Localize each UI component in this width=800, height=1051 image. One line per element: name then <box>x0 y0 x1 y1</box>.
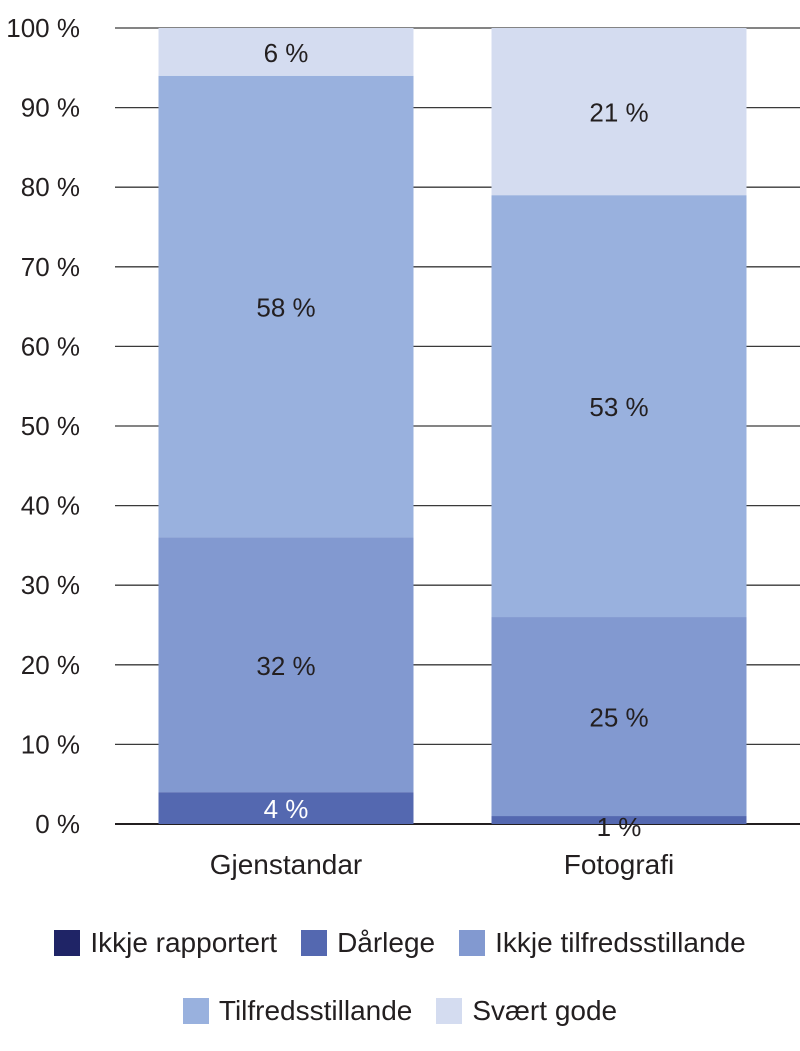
legend-label: Svært gode <box>472 995 618 1026</box>
y-axis-tick-labels: 0 % 10 % 20 % 30 % 40 % 50 % 60 % 70 % 80 % 90 % 1… <box>6 13 80 839</box>
y-tick-label: 70 % <box>21 252 80 282</box>
bar-data-label: 1 % <box>597 812 642 842</box>
bar-segment <box>158 28 414 76</box>
legend-swatch <box>182 998 209 1024</box>
y-tick-label: 20 % <box>21 650 80 680</box>
bar-data-label: 25 % <box>589 703 648 733</box>
bar-segment <box>158 792 414 824</box>
y-tick-label: 60 % <box>21 331 80 361</box>
legend-row-1: Ikkje rapportert Dårlege Ikkje tilfredss… <box>0 915 800 971</box>
y-tick-label: 100 % <box>6 13 80 43</box>
bar-data-labels: 4 % 32 % 58 % 6 % 1 % 25 % 53 % 21 % <box>256 38 648 842</box>
bar-data-label: 32 % <box>256 651 315 681</box>
x-category-label: Gjenstandar <box>210 849 363 880</box>
bar-data-label: 6 % <box>264 38 309 68</box>
legend-row-2: Tilfredsstillande Svært gode <box>0 983 800 1039</box>
bar-segment <box>158 75 414 538</box>
y-tick-label: 80 % <box>21 172 80 202</box>
bar-segment <box>491 816 747 824</box>
legend-item-ikkje-tilfredsstillande: Ikkje tilfredsstillande <box>459 927 746 959</box>
bar-segment <box>491 617 747 817</box>
legend-label: Dårlege <box>337 927 436 958</box>
legend-swatch <box>54 930 81 956</box>
bar-data-label: 21 % <box>589 98 648 128</box>
y-tick-label: 40 % <box>21 491 80 521</box>
bar-data-label: 58 % <box>256 293 315 323</box>
y-tick-label: 90 % <box>21 93 80 123</box>
legend-swatch <box>301 930 328 956</box>
legend-item-tilfredsstillande: Tilfredsstillande <box>182 995 413 1027</box>
legend-label: Tilfredsstillande <box>218 995 413 1026</box>
y-tick-label: 30 % <box>21 570 80 600</box>
bar-segment <box>158 537 414 793</box>
bar-data-label: 53 % <box>589 392 648 422</box>
legend-swatch <box>436 998 463 1024</box>
legend-label: Ikkje rapportert <box>90 927 278 958</box>
legend-label: Ikkje tilfredsstillande <box>495 927 746 958</box>
legend-item-ikkje-rapportert: Ikkje rapportert <box>54 927 277 959</box>
legend-item-darlege: Dårlege <box>301 927 435 959</box>
legend-item-svaert-gode: Svært gode <box>436 995 617 1027</box>
x-axis-category-labels: Gjenstandar Fotografi <box>210 849 675 880</box>
bar-segment <box>491 195 747 618</box>
y-tick-label: 10 % <box>21 729 80 759</box>
legend: Ikkje rapportert Dårlege Ikkje tilfredss… <box>0 915 800 1051</box>
bar-segment <box>491 28 747 196</box>
bar-data-label: 4 % <box>264 794 309 824</box>
y-tick-label: 0 % <box>35 809 80 839</box>
y-tick-label: 50 % <box>21 411 80 441</box>
bars <box>158 28 747 824</box>
stacked-bar-chart: 0 % 10 % 20 % 30 % 40 % 50 % 60 % 70 % 80 % 90 % 1… <box>6 13 800 880</box>
x-category-label: Fotografi <box>564 849 675 880</box>
legend-swatch <box>459 930 486 956</box>
